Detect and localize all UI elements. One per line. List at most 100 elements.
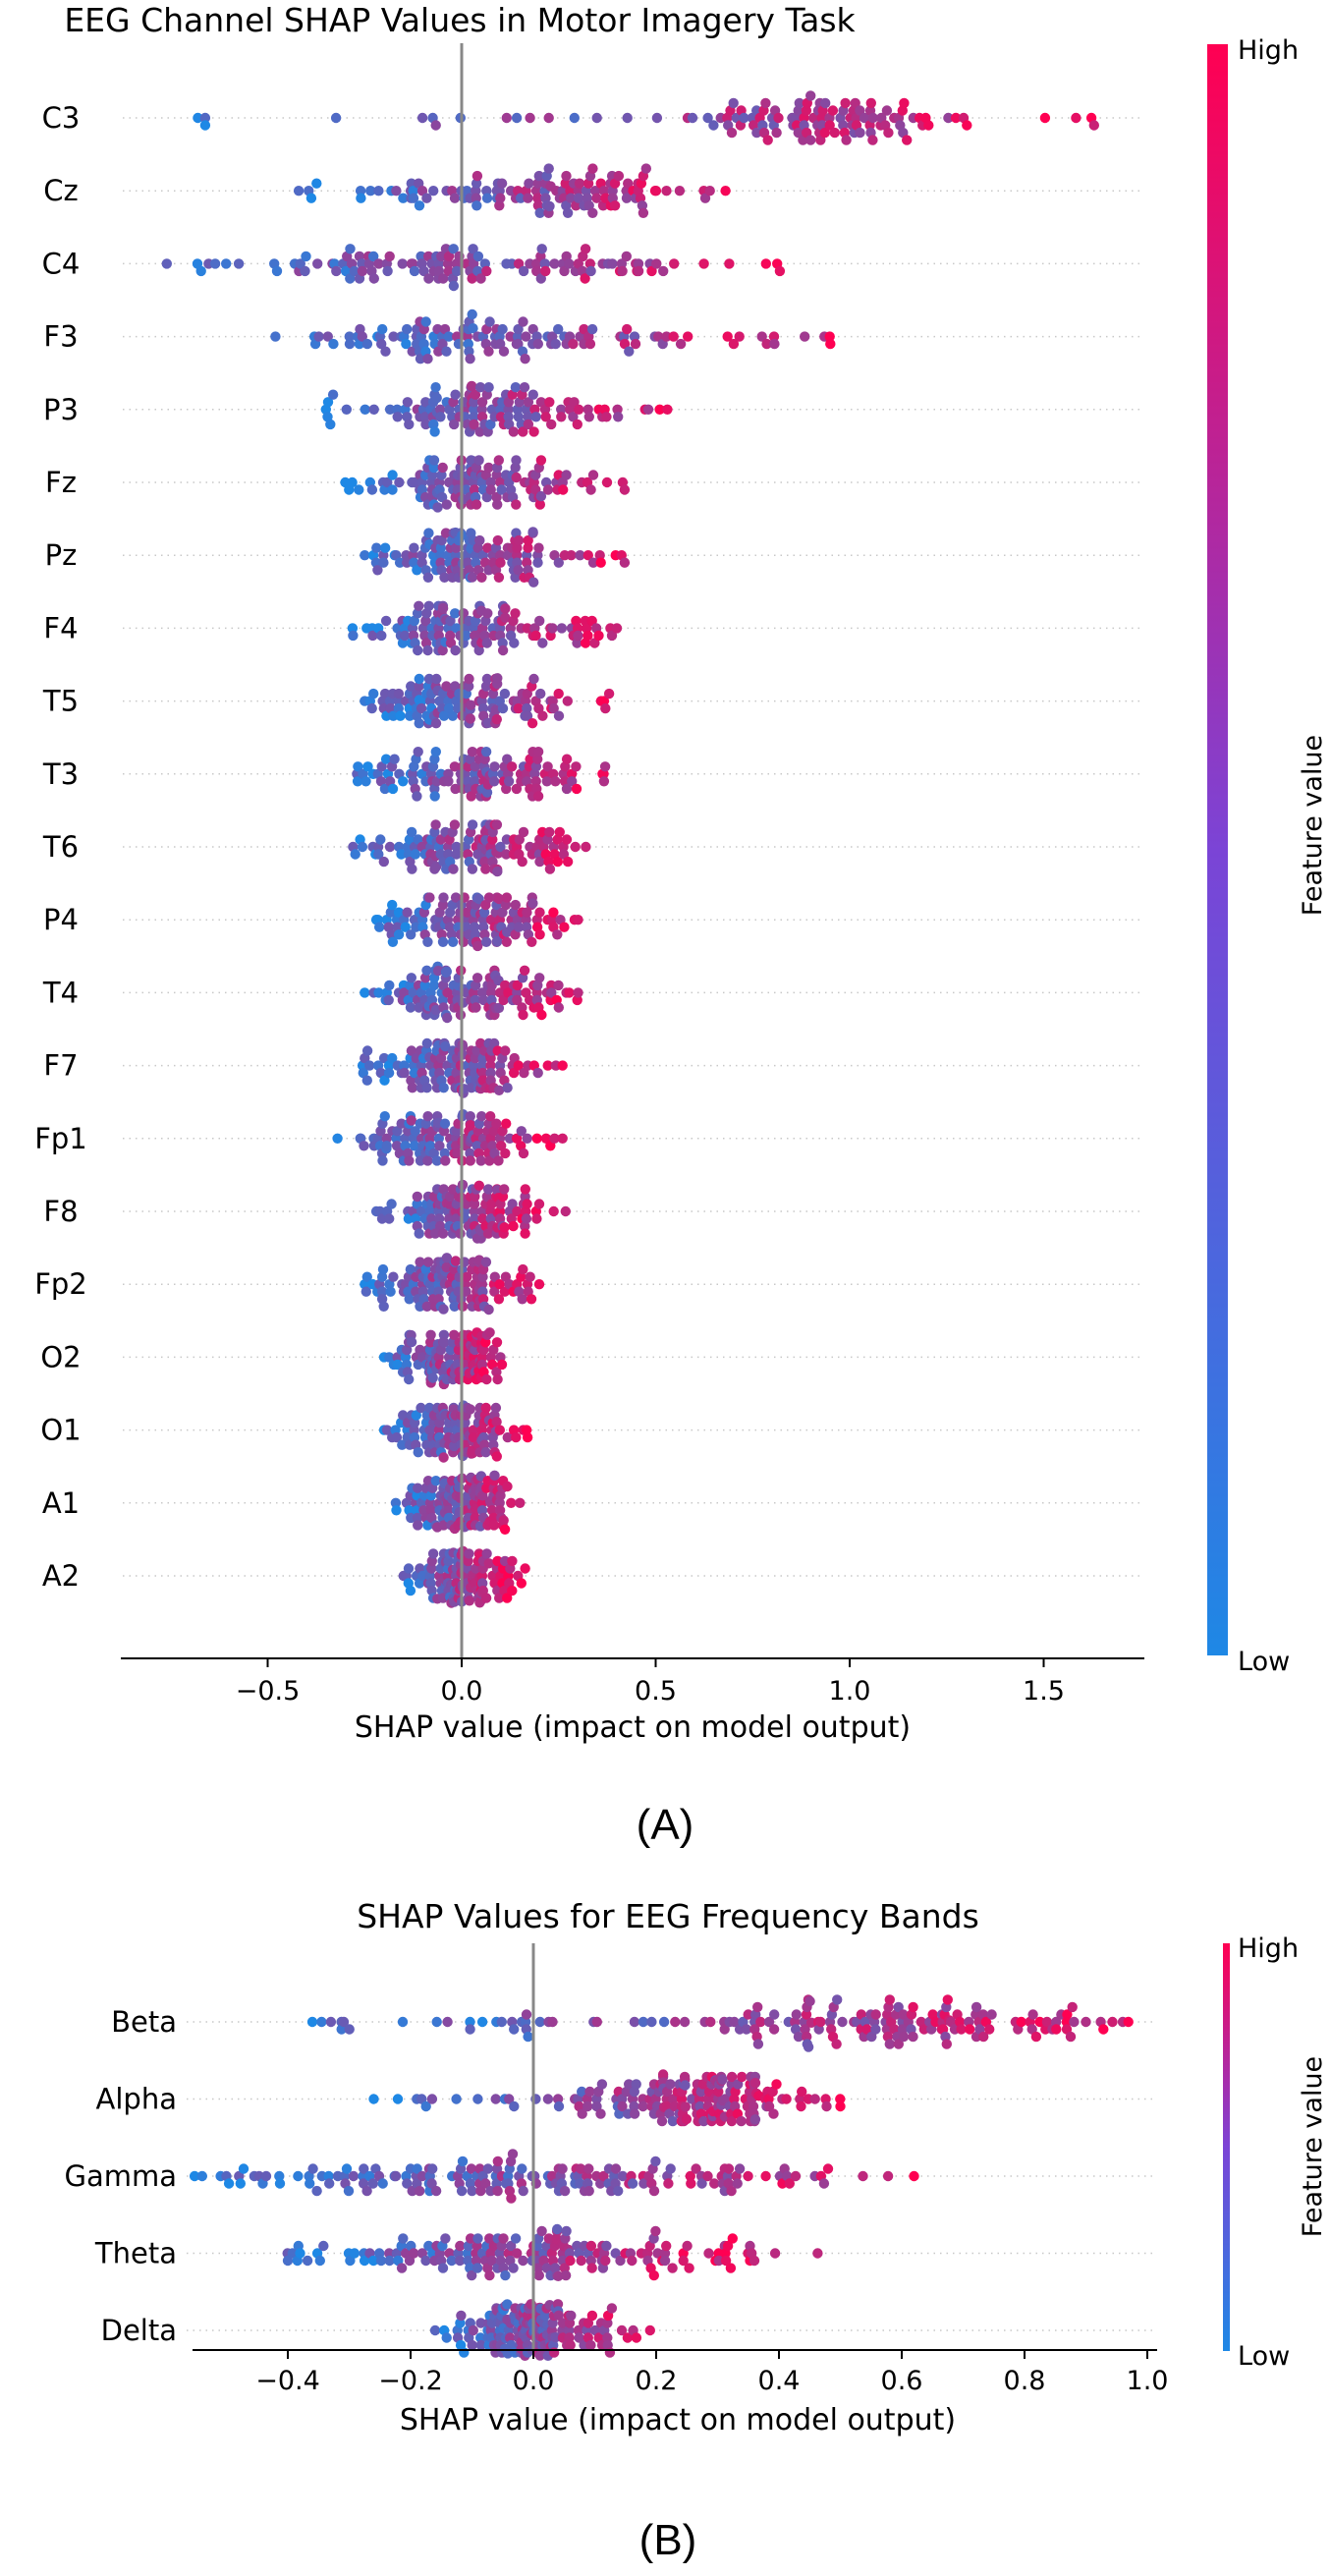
shap-point <box>378 557 389 568</box>
shap-point <box>511 112 523 124</box>
shap-point <box>423 600 434 611</box>
shap-point <box>497 323 508 335</box>
shap-point <box>376 338 387 350</box>
shap-point <box>348 2170 360 2182</box>
shap-point <box>482 608 493 619</box>
shap-point <box>427 2163 438 2174</box>
shap-point <box>422 936 433 947</box>
shap-point <box>751 127 762 139</box>
shap-point <box>604 2347 616 2358</box>
x-tick-label: −0.5 <box>236 1676 301 1707</box>
shap-point <box>189 2170 200 2182</box>
shap-point <box>521 1213 532 1224</box>
shap-point <box>797 2086 807 2098</box>
shap-point <box>492 866 503 877</box>
panel-b-caption: (B) <box>639 2516 697 2564</box>
shap-point <box>413 1483 423 1493</box>
shap-point <box>791 2009 802 2020</box>
shap-point <box>687 2094 697 2104</box>
shap-point <box>435 834 447 845</box>
shap-point <box>373 849 384 860</box>
shap-point <box>713 2255 724 2267</box>
shap-point <box>572 638 582 648</box>
shap-point <box>663 2178 674 2189</box>
shap-point <box>393 696 404 706</box>
shap-point <box>485 476 496 488</box>
shap-point <box>384 251 395 262</box>
x-tick-label: −0.2 <box>378 2366 443 2396</box>
shap-point <box>841 135 852 145</box>
shap-point <box>737 2071 748 2083</box>
shap-point <box>469 419 479 430</box>
shap-point <box>520 1228 530 1239</box>
shap-point <box>549 258 560 269</box>
shap-point <box>562 696 573 706</box>
shap-point <box>613 2185 624 2197</box>
shap-point <box>533 1199 545 1209</box>
shap-point <box>629 2108 640 2119</box>
shap-point <box>840 97 851 109</box>
shap-point <box>327 389 339 400</box>
shap-point <box>1051 2016 1062 2028</box>
shap-point <box>441 1253 453 1263</box>
shap-point <box>565 2255 576 2267</box>
shap-point <box>881 105 893 116</box>
shap-point <box>518 265 529 277</box>
shap-point <box>656 2115 668 2127</box>
shap-point <box>622 323 633 335</box>
shap-point <box>399 630 411 642</box>
shap-point <box>532 747 544 757</box>
shap-point <box>554 826 565 838</box>
shap-point <box>384 2255 395 2267</box>
shap-point <box>402 557 413 568</box>
shap-point <box>443 1505 454 1516</box>
shap-point <box>499 1184 510 1195</box>
shap-point <box>496 178 508 189</box>
shap-point <box>752 2001 763 2013</box>
shap-point <box>429 1228 441 1239</box>
shap-point <box>528 673 539 685</box>
shap-point <box>361 1075 372 1086</box>
shap-point <box>908 2031 918 2043</box>
shap-point <box>638 2016 649 2028</box>
shap-point <box>410 849 421 860</box>
shap-point <box>496 484 507 495</box>
shap-point <box>485 1060 496 1071</box>
shap-point <box>627 2178 638 2189</box>
shap-point <box>902 135 913 145</box>
shap-point <box>577 2086 587 2098</box>
shap-point <box>448 1184 459 1195</box>
shap-point <box>376 1271 388 1282</box>
shap-point <box>270 331 281 342</box>
shap-point <box>484 2269 495 2281</box>
shap-point <box>379 688 391 700</box>
shap-point <box>499 1286 511 1297</box>
shap-point <box>430 382 441 393</box>
shap-point <box>483 1304 494 1316</box>
shap-point <box>542 484 554 495</box>
shap-point <box>387 470 398 480</box>
shap-point <box>574 404 584 415</box>
shap-point <box>467 747 478 757</box>
shap-point <box>476 1111 487 1122</box>
shap-point <box>483 892 495 903</box>
shap-point <box>472 2233 483 2244</box>
shap-point <box>402 2178 413 2189</box>
shap-point <box>305 2178 315 2189</box>
shap-point <box>464 673 474 685</box>
shap-point <box>535 688 546 700</box>
shap-point <box>161 258 172 269</box>
x-tick-label: −0.4 <box>255 2366 320 2396</box>
shap-point <box>384 1352 395 1363</box>
shap-point <box>362 761 373 772</box>
chart-a-x-label: SHAP value (impact on model output) <box>355 1710 911 1745</box>
shap-point <box>440 1155 451 1166</box>
shap-point <box>941 2039 952 2049</box>
shap-point <box>422 572 434 583</box>
shap-point <box>366 484 378 495</box>
shap-point <box>536 244 547 254</box>
shap-point <box>295 2248 305 2259</box>
shap-point <box>584 338 596 350</box>
shap-point <box>523 542 533 553</box>
shap-point <box>584 2086 595 2098</box>
